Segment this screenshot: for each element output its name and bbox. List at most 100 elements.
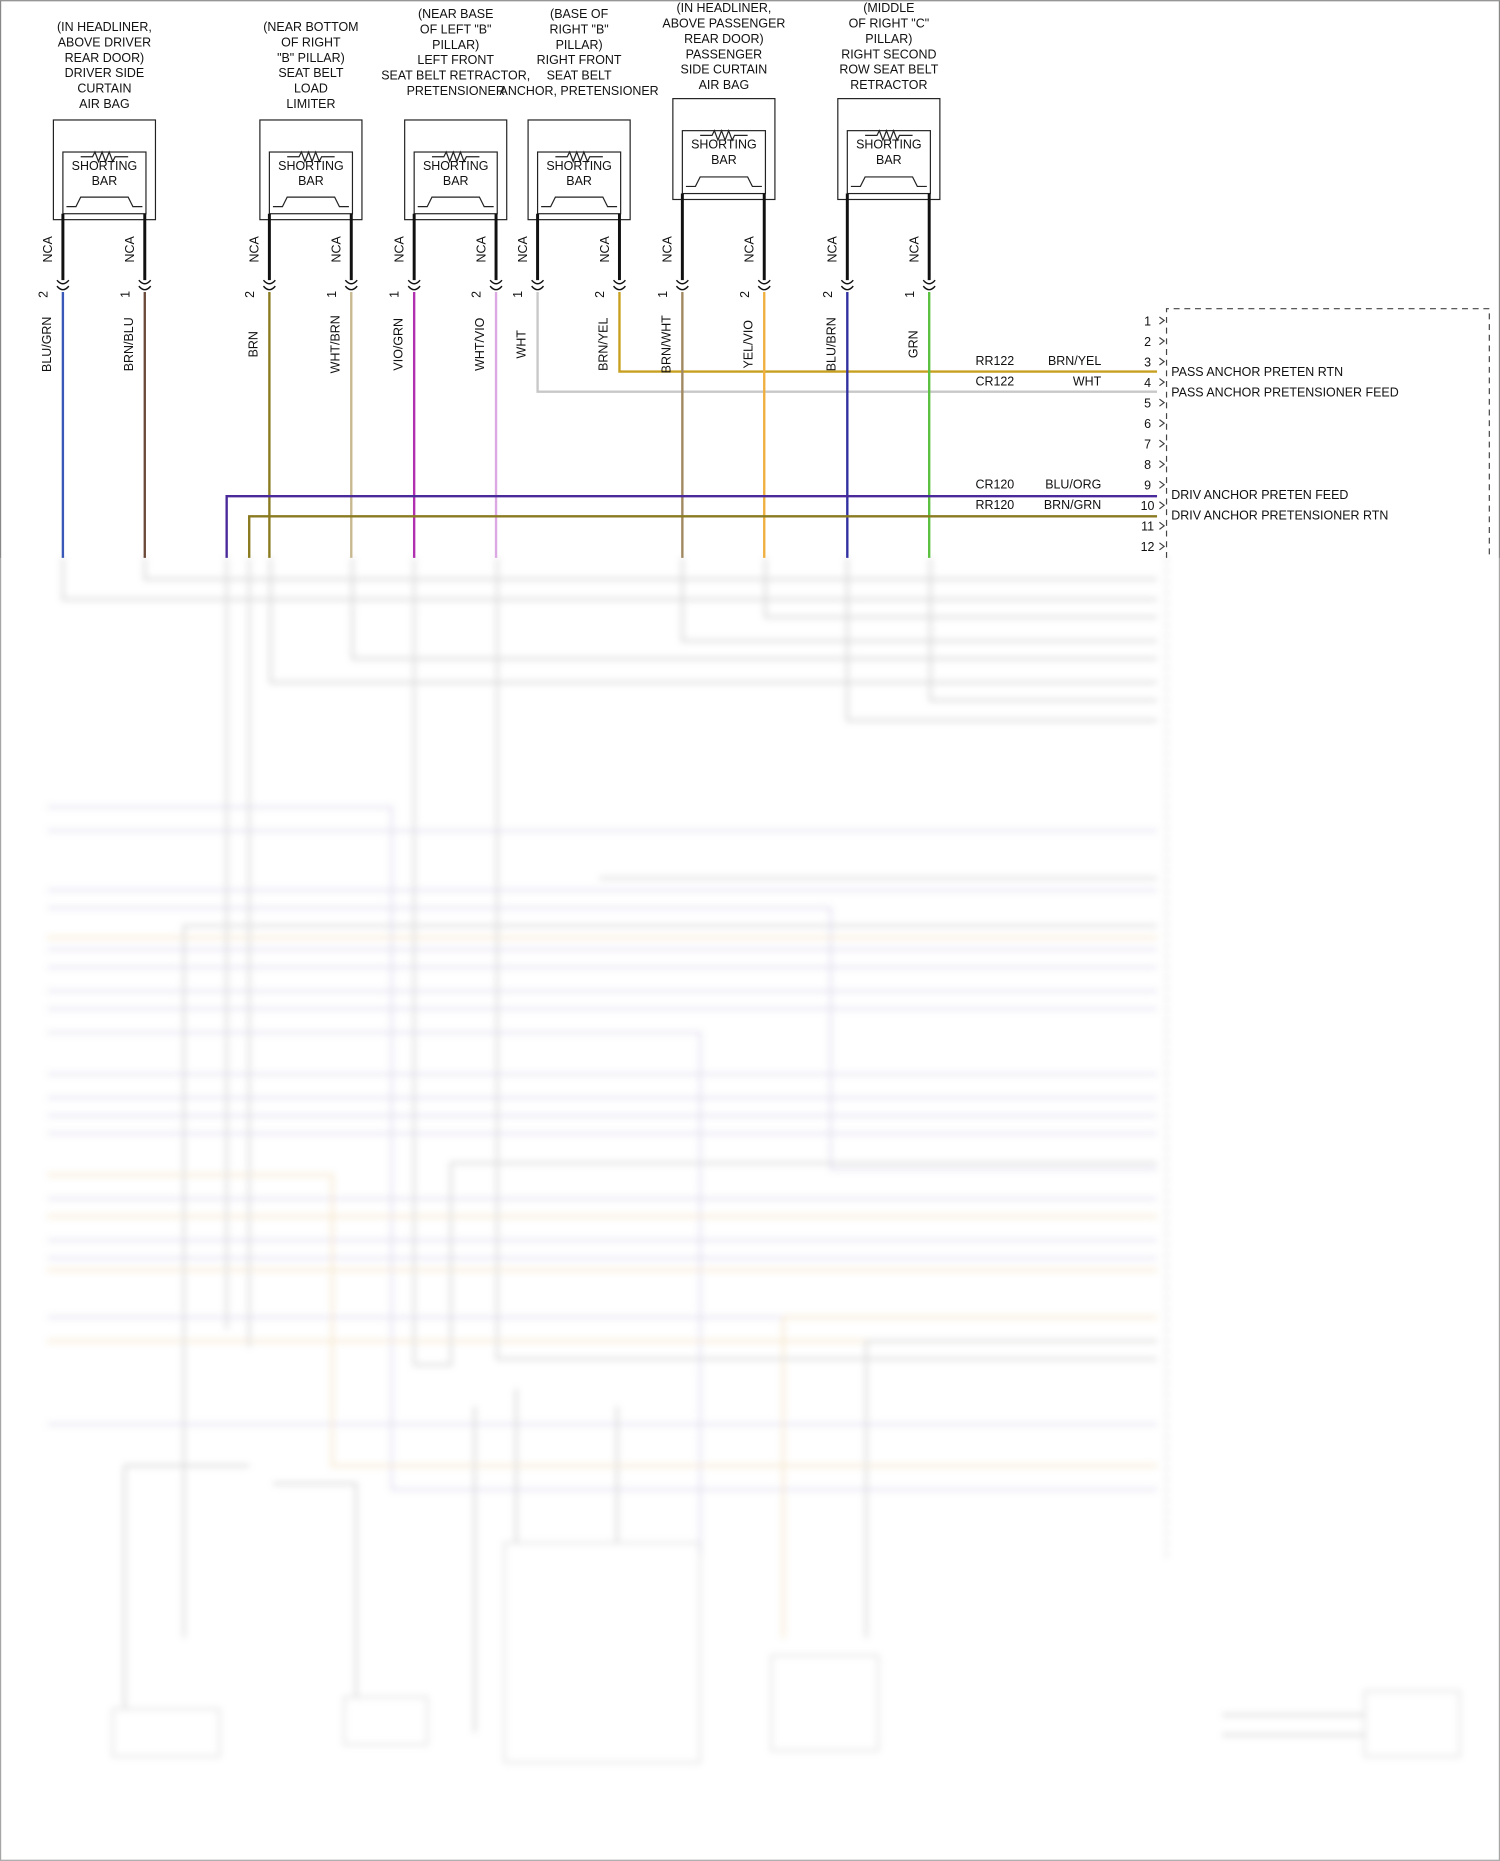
shorting-bar-text: SHORTING [72, 159, 138, 173]
shorting-bar-text: BAR [92, 174, 118, 188]
bar-contact [66, 196, 143, 208]
component-label: REAR DOOR) [684, 32, 764, 46]
wire-color-label: GRN [906, 330, 920, 358]
wire [248, 515, 1158, 558]
nca-label: NCA [743, 235, 757, 262]
wire-color-label: BLU/BRN [824, 317, 838, 371]
nca-label: NCA [330, 235, 344, 262]
circuit-wire-color: BLU/ORG [1045, 477, 1101, 491]
resistor [700, 128, 748, 142]
component-label: DRIVER SIDE [65, 66, 145, 80]
component-label: LOAD [294, 82, 328, 96]
wire-color-label: YEL/VIO [741, 320, 755, 369]
shorting-bar-text: SHORTING [691, 137, 757, 151]
connector-cavity [1159, 419, 1166, 428]
circuit-wire-color: WHT [1073, 375, 1102, 389]
component-label: PILLAR) [865, 32, 912, 46]
nca-label: NCA [123, 235, 137, 262]
shorting-bar-box [681, 130, 767, 195]
component-label: OF RIGHT [281, 35, 341, 49]
shorting-bar-text: BAR [876, 153, 902, 167]
resistor [287, 150, 335, 164]
component-label: PILLAR) [432, 38, 479, 52]
component-label: OF LEFT "B" [420, 22, 492, 36]
component-label: (IN HEADLINER, [57, 20, 152, 34]
shorting-bar-box [413, 151, 498, 215]
pin-connector [138, 279, 152, 291]
wire [225, 494, 1158, 558]
wire-color-label: BRN/YEL [597, 318, 611, 371]
pin-number: 2 [243, 291, 257, 298]
nca-label: NCA [392, 235, 406, 262]
resistor [555, 150, 603, 164]
connector-cavity [1159, 337, 1166, 346]
pin-number: 1 [118, 291, 132, 298]
component-label: AIR BAG [699, 78, 750, 92]
shorting-bar-text: SHORTING [546, 159, 612, 173]
component-label: (NEAR BOTTOM [263, 20, 358, 34]
component-label: SEAT BELT RETRACTOR, [381, 69, 530, 83]
circuit-wire-color: BRN/YEL [1048, 354, 1101, 368]
pin-number: 2 [738, 291, 752, 298]
connector-pin: 11 [1141, 520, 1154, 534]
shorting-bar-text: SHORTING [856, 137, 922, 151]
pin-connector [922, 279, 936, 291]
component-label: "B" PILLAR) [277, 51, 345, 65]
shorting-bar-text: SHORTING [423, 159, 489, 173]
shorting-bar-text: BAR [443, 174, 469, 188]
bar-contact [685, 176, 762, 188]
component-label: ANCHOR, PRETENSIONER [500, 84, 659, 98]
connector-cavity [1159, 460, 1166, 469]
resistor [431, 150, 480, 164]
nca-label: NCA [248, 235, 262, 262]
component-label: CURTAIN [77, 82, 131, 96]
connector-pin: 5 [1144, 396, 1151, 410]
wire-color-label: BRN/BLU [122, 317, 136, 371]
shorting-bar-box [62, 151, 147, 215]
nca-label: NCA [516, 235, 530, 262]
connector-pin: 9 [1144, 479, 1151, 493]
component-label: PRETENSIONER [407, 84, 505, 98]
component-label: REAR DOOR) [65, 51, 145, 65]
component-label: RIGHT FRONT [537, 53, 622, 67]
circuit-id: CR122 [975, 375, 1014, 389]
connector-pin: 3 [1144, 355, 1151, 369]
bar-contact [541, 196, 618, 208]
wire-color-label: WHT/BRN [328, 315, 342, 373]
shorting-bar-box [536, 151, 622, 215]
component-label: (BASE OF [550, 7, 609, 21]
connector-cavity [1159, 357, 1166, 366]
wire-color-label: WHT [515, 330, 529, 359]
connector-cavity [1159, 398, 1166, 407]
shorting-bar-text: SHORTING [278, 159, 344, 173]
component-label: (IN HEADLINER, [676, 1, 771, 15]
circuit-function: PASS ANCHOR PRETENSIONER FEED [1171, 385, 1398, 399]
component-label: ABOVE PASSENGER [662, 16, 785, 30]
bar-contact [850, 176, 927, 188]
connector-pin: 2 [1144, 335, 1151, 349]
connector-cavity [1159, 378, 1166, 387]
connector-cavity [1159, 521, 1166, 530]
pin-connector [612, 279, 626, 291]
component-label: RIGHT SECOND [841, 47, 936, 61]
component-label: OF RIGHT "C" [849, 16, 930, 30]
shorting-bar-text: BAR [566, 174, 592, 188]
pin-number: 1 [903, 291, 917, 298]
blurred-region [47, 557, 1461, 1763]
circuit-wire-color: BRN/GRN [1044, 498, 1101, 512]
component-label: LEFT FRONT [417, 53, 494, 67]
pin-number: 1 [656, 291, 670, 298]
pin-connector [531, 279, 545, 291]
component-label: PILLAR) [556, 38, 603, 52]
component-box [527, 119, 631, 221]
pin-connector [757, 279, 771, 291]
circuit-id: CR120 [975, 477, 1014, 491]
pin-connector [840, 279, 854, 291]
pin-number: 1 [325, 291, 339, 298]
wire-color-label: BRN [247, 331, 261, 357]
component-box [404, 119, 508, 221]
pin-connector [56, 279, 70, 291]
wire [536, 292, 1158, 393]
